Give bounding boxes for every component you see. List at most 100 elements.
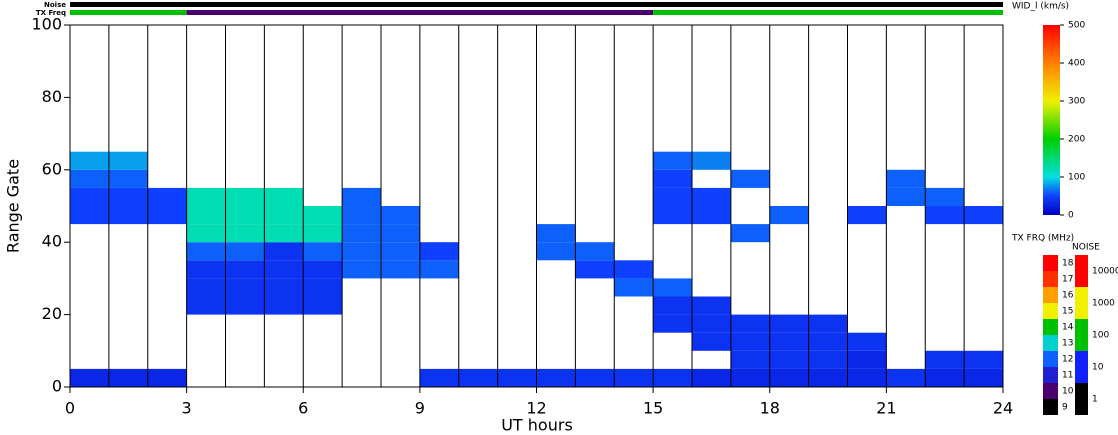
cell (147, 368, 187, 387)
tx-freq-segment (186, 10, 654, 15)
cell (808, 368, 848, 387)
y-tick-label: 100 (31, 15, 62, 34)
cell (342, 187, 381, 206)
colorbar-tick-label: 500 (1068, 21, 1085, 31)
cell (769, 368, 809, 387)
cell (186, 296, 226, 315)
x-tick-label: 0 (65, 399, 75, 418)
tx-freq-swatch (1043, 255, 1058, 271)
cell (225, 278, 265, 297)
cell (653, 314, 692, 333)
cell (303, 278, 343, 297)
cell (925, 368, 965, 387)
cell (925, 187, 965, 206)
noise-swatch (1075, 383, 1088, 415)
cell (70, 206, 109, 225)
tx-freq-tick-label: 12 (1062, 355, 1073, 365)
tx-freq-tick-label: 17 (1062, 275, 1073, 285)
cell (186, 187, 226, 206)
cell (419, 260, 459, 279)
cell (108, 151, 148, 170)
cell (70, 151, 109, 170)
cell (419, 242, 459, 261)
cell (186, 278, 226, 297)
x-tick-label: 21 (876, 399, 896, 418)
cell (964, 206, 1003, 225)
noise-tick-label: 10000 (1092, 267, 1118, 277)
cell (381, 260, 420, 279)
cell (303, 260, 343, 279)
cell (342, 224, 381, 243)
noise-bar (70, 2, 1003, 7)
colorbar (1043, 25, 1060, 215)
cell (769, 350, 809, 369)
noise-tick-label: 1 (1092, 395, 1098, 405)
cell (536, 368, 576, 387)
cell (808, 332, 848, 351)
cell (692, 206, 731, 225)
tx-freq-tick-label: 16 (1062, 291, 1074, 301)
noise-swatch (1075, 255, 1088, 287)
y-tick-label: 40 (42, 232, 62, 251)
noise-label: Noise (44, 1, 66, 9)
cell (108, 368, 148, 387)
cell (264, 206, 304, 225)
cell (692, 314, 731, 333)
colorbar-tick-label: 300 (1068, 97, 1085, 107)
cell (536, 224, 576, 243)
cell (808, 350, 848, 369)
cell (264, 278, 304, 297)
cell (653, 169, 692, 188)
cell (575, 260, 615, 279)
x-tick-label: 3 (182, 399, 192, 418)
tx-freq-swatch (1043, 271, 1058, 287)
x-tick-label: 12 (526, 399, 546, 418)
noise-swatch (1075, 287, 1088, 319)
cell (653, 151, 692, 170)
cell (692, 332, 731, 351)
cell (342, 260, 381, 279)
colorbar-title: WID_l (km/s) (1012, 2, 1069, 12)
cell (458, 368, 498, 387)
noise-title: NOISE (1072, 243, 1100, 253)
cell (692, 151, 731, 170)
cell (303, 242, 343, 261)
cell (730, 224, 770, 243)
cell (692, 368, 731, 387)
cell (108, 187, 148, 206)
cell (303, 224, 343, 243)
cell (653, 368, 692, 387)
noise-tick-label: 100 (1092, 331, 1109, 341)
cell (575, 368, 615, 387)
cell (536, 242, 576, 261)
x-tick-label: 6 (298, 399, 308, 418)
tx-freq-segment (653, 10, 1003, 15)
cell (225, 260, 265, 279)
cell (225, 224, 265, 243)
colorbar-tick-label: 200 (1068, 135, 1085, 145)
cell (186, 224, 226, 243)
cell (264, 260, 304, 279)
y-axis-label: Range Gate (4, 159, 23, 253)
cell (264, 296, 304, 315)
cell (653, 296, 692, 315)
tx-freq-tick-label: 11 (1062, 371, 1073, 381)
cell (419, 368, 459, 387)
cell (225, 187, 265, 206)
cell (964, 368, 1003, 387)
cell (575, 242, 615, 261)
cell (186, 206, 226, 225)
tx-freq-label: TX Freq (36, 9, 66, 17)
cell (147, 187, 187, 206)
cell (108, 206, 148, 225)
tx-freq-swatch (1043, 383, 1058, 399)
noise-swatch (1075, 351, 1088, 383)
noise-tick-label: 10 (1092, 363, 1104, 373)
cell (70, 169, 109, 188)
tx-freq-swatch (1043, 399, 1058, 415)
y-tick-label: 80 (42, 87, 62, 106)
y-tick-label: 20 (42, 304, 62, 323)
cell (730, 314, 770, 333)
cell (342, 242, 381, 261)
x-axis-label: UT hours (501, 416, 573, 435)
